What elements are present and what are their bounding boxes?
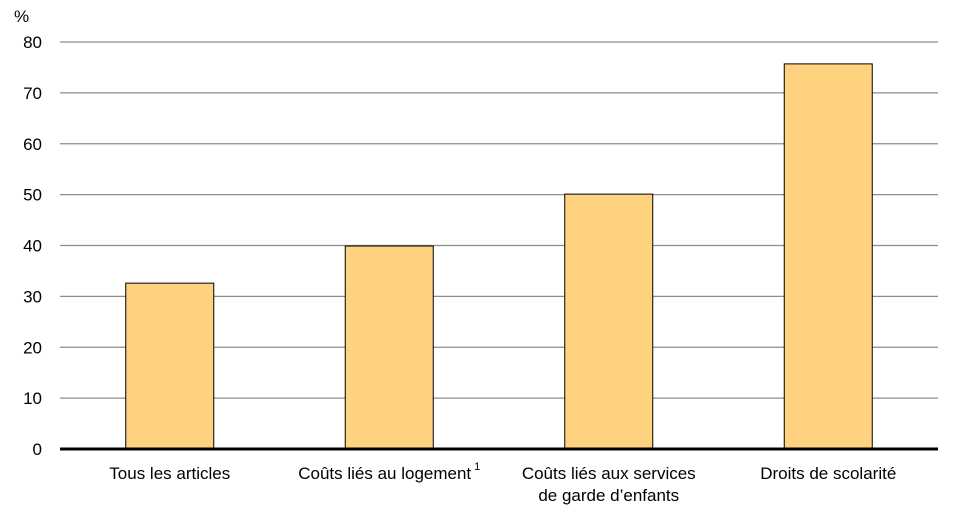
x-tick-label-line: Tous les articles <box>109 464 230 483</box>
y-tick-label: 60 <box>23 135 42 154</box>
bar <box>125 282 215 450</box>
y-tick-label: 40 <box>23 237 42 256</box>
bars <box>125 63 873 450</box>
y-tick-label: 50 <box>23 186 42 205</box>
x-tick-label-line: Coûts liés au logement <box>298 464 471 483</box>
x-tick-label-line: Droits de scolarité <box>760 464 896 483</box>
y-axis-ticks: 0 10 20 30 40 50 60 70 80 <box>23 33 42 459</box>
x-tick-label: Coûts liés au logement 1 <box>298 461 480 483</box>
y-tick-label: 0 <box>33 440 42 459</box>
x-tick-label: Tous les articles <box>109 464 230 483</box>
y-tick-label: 20 <box>23 338 42 357</box>
bar <box>344 245 434 450</box>
x-tick-label: Droits de scolarité <box>760 464 896 483</box>
x-tick-label-line: de garde d’enfants <box>538 486 679 505</box>
x-tick-label: Coûts liés aux services de garde d’enfant… <box>522 464 696 505</box>
x-axis-labels: Tous les articles Coûts liés au logement 1… <box>109 461 896 505</box>
bar <box>783 63 873 450</box>
footnote-marker: 1 <box>474 461 480 473</box>
y-axis-unit-label: % <box>14 7 29 26</box>
y-tick-label: 80 <box>23 33 42 52</box>
x-tick-label-line: Coûts liés aux services <box>522 464 696 483</box>
y-tick-label: 70 <box>23 84 42 103</box>
bar <box>564 193 654 450</box>
y-tick-label: 10 <box>23 389 42 408</box>
y-tick-label: 30 <box>23 287 42 306</box>
